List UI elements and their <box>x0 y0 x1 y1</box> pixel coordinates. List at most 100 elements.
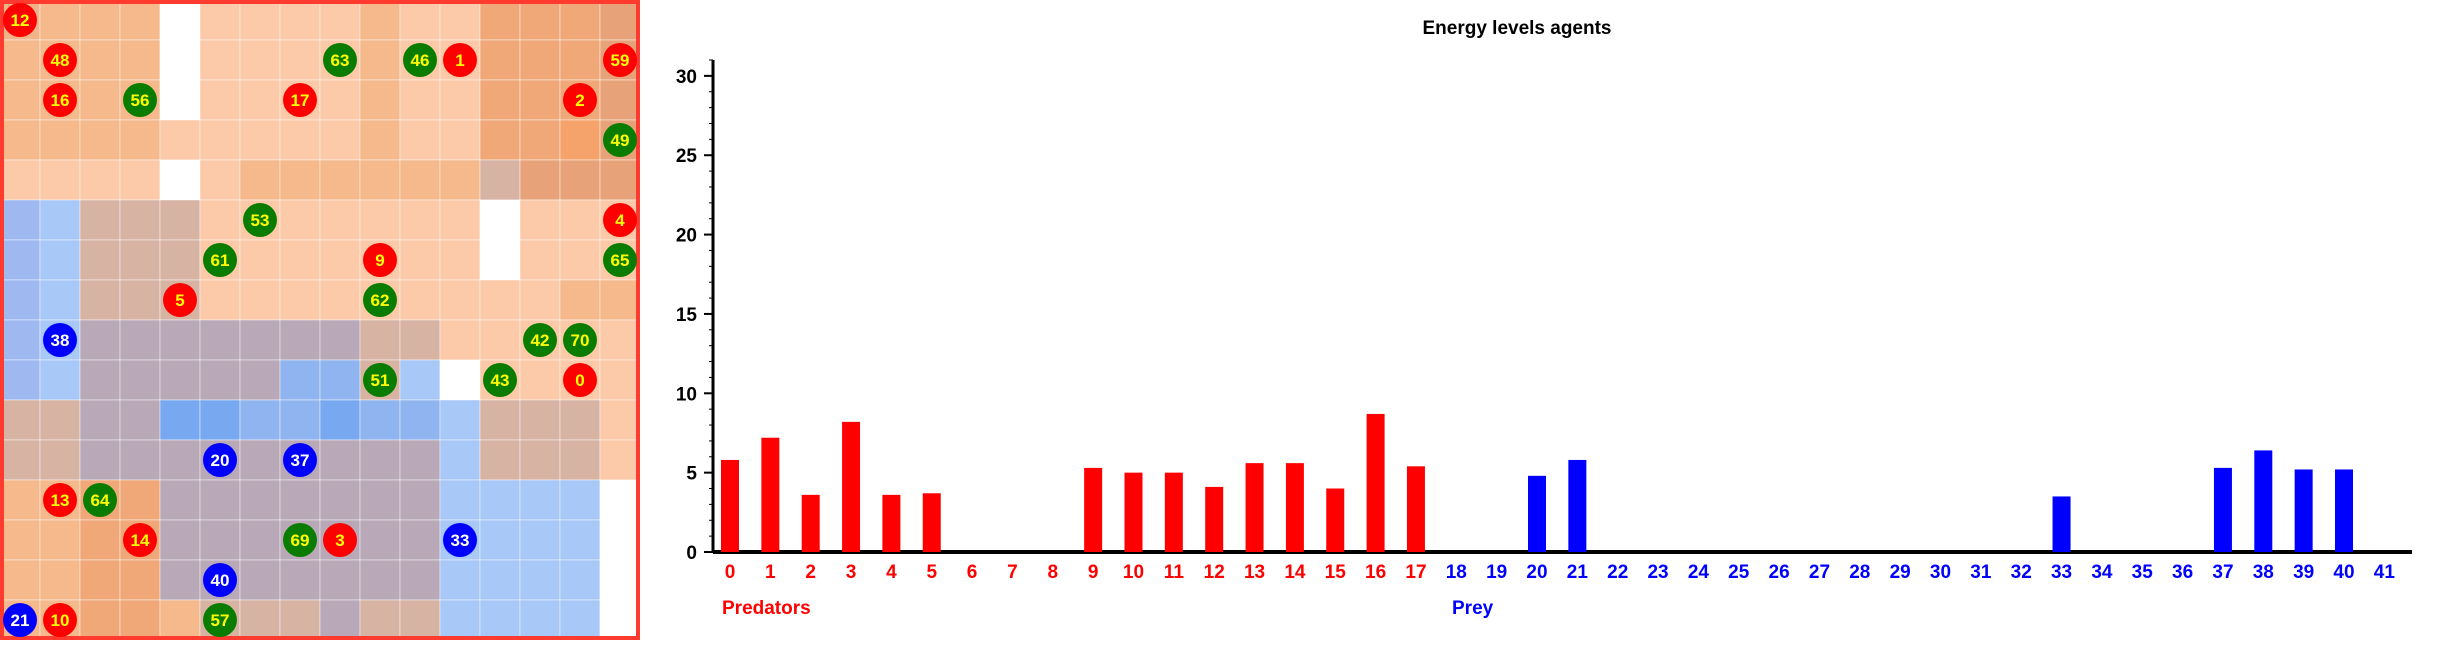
agent-label: 1 <box>455 51 464 70</box>
grid-cell <box>239 159 281 201</box>
agent-label: 37 <box>291 451 310 470</box>
grid-cell <box>119 0 161 41</box>
x-tick-label: 10 <box>1123 562 1144 583</box>
grid-cell <box>599 279 641 321</box>
grid-cell <box>239 319 281 361</box>
grid-cell <box>239 39 281 81</box>
x-tick-label: 37 <box>2212 562 2233 583</box>
grid-cell <box>39 559 81 601</box>
x-tick-label: 26 <box>1769 562 1790 583</box>
grid-cell <box>519 279 561 321</box>
grid-cell <box>519 439 561 481</box>
plant-agent: 64 <box>83 483 117 517</box>
grid-cell <box>199 479 241 521</box>
grid-cell <box>319 79 361 121</box>
grid-cell <box>359 439 401 481</box>
plant-agent: 46 <box>403 43 437 77</box>
agent-label: 40 <box>211 571 230 590</box>
grid-cell <box>359 559 401 601</box>
grid-cell <box>239 79 281 121</box>
grid-cell <box>479 239 521 281</box>
grid-cell <box>439 599 481 641</box>
grid-cell <box>119 39 161 81</box>
grid-cell <box>559 0 601 41</box>
agent-label: 64 <box>91 491 110 510</box>
x-tick-label: 27 <box>1809 562 1830 583</box>
grid-cell <box>279 359 321 401</box>
y-tick-label: 10 <box>676 384 697 405</box>
grid-cell <box>119 439 161 481</box>
grid-cell <box>599 319 641 361</box>
grid-cell <box>319 319 361 361</box>
grid-cell <box>119 239 161 281</box>
y-tick-label: 30 <box>676 67 697 88</box>
grid-cell <box>439 479 481 521</box>
x-tick-label: 3 <box>846 562 857 583</box>
bar-16 <box>1366 413 1385 552</box>
bar-9 <box>1084 467 1103 552</box>
grid-cell <box>279 319 321 361</box>
grid-cell <box>399 239 441 281</box>
grid-cell <box>119 319 161 361</box>
agent-label: 2 <box>575 91 584 110</box>
agent-label: 51 <box>371 371 390 390</box>
grid-cell <box>319 239 361 281</box>
x-tick-label: 33 <box>2051 562 2072 583</box>
x-tick-label: 31 <box>1970 562 1992 583</box>
grid-cell <box>119 119 161 161</box>
bar-4 <box>882 494 901 552</box>
grid-cell <box>599 0 641 41</box>
predator-agent: 0 <box>563 363 597 397</box>
grid-cell <box>599 79 641 121</box>
agent-label: 57 <box>211 611 230 630</box>
grid-cell <box>399 439 441 481</box>
grid-cell <box>399 0 441 41</box>
grid-cell <box>279 199 321 241</box>
grid-cell <box>319 279 361 321</box>
grid-cell <box>79 319 121 361</box>
grid-cell <box>159 479 201 521</box>
grid-cell <box>319 0 361 41</box>
grid-cell <box>359 39 401 81</box>
grid-cell <box>359 0 401 41</box>
agent-label: 5 <box>175 291 184 310</box>
predator-agent: 5 <box>163 283 197 317</box>
grid-cell <box>479 279 521 321</box>
grid-cell <box>479 119 521 161</box>
agent-label: 53 <box>251 211 270 230</box>
grid-cell <box>479 519 521 561</box>
grid-cell <box>79 439 121 481</box>
prey-marker <box>443 523 477 557</box>
bar-3 <box>842 421 861 552</box>
x-tick-label: 24 <box>1688 562 1710 583</box>
grid-cell <box>479 559 521 601</box>
grid-cell <box>559 519 601 561</box>
grid-cell <box>199 159 241 201</box>
grid-cell <box>159 439 201 481</box>
grid-cell <box>519 559 561 601</box>
x-tick-label: 36 <box>2172 562 2193 583</box>
grid-cell <box>159 559 201 601</box>
bar-5 <box>922 493 941 552</box>
bar-37 <box>2213 467 2232 552</box>
plant-agent: 61 <box>203 243 237 277</box>
grid-cell <box>199 199 241 241</box>
x-tick-label: 2 <box>805 562 816 583</box>
prey-marker <box>283 443 317 477</box>
grid-cell <box>79 559 121 601</box>
x-tick-label: 38 <box>2253 562 2274 583</box>
grid-cell <box>559 399 601 441</box>
agent-label: 62 <box>371 291 390 310</box>
grid-cell <box>279 279 321 321</box>
plant-agent: 65 <box>603 243 637 277</box>
y-tick-label: 25 <box>676 146 698 167</box>
legend-prey: Prey <box>1452 598 1494 619</box>
agent-label: 10 <box>51 611 70 630</box>
grid-cell <box>479 199 521 241</box>
grid-cell <box>239 399 281 441</box>
grid-cell <box>399 599 441 641</box>
grid-cell <box>279 159 321 201</box>
grid-cell <box>279 399 321 441</box>
prey-agent: 33 <box>443 523 477 557</box>
grid-cell <box>599 399 641 441</box>
